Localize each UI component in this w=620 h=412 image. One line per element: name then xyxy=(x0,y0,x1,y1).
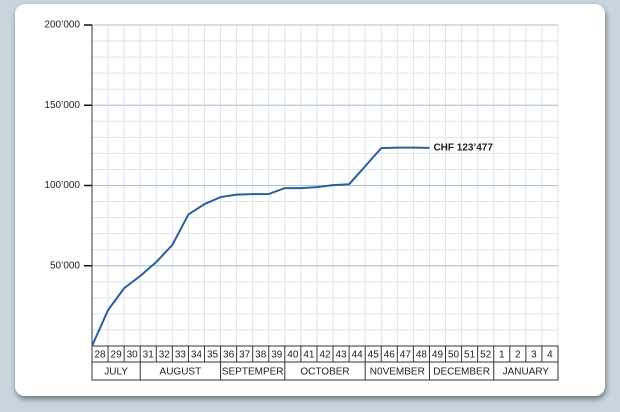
x-tick-label: 47 xyxy=(400,350,412,361)
x-tick-label: 43 xyxy=(336,350,348,361)
x-tick-label: 30 xyxy=(127,350,139,361)
x-tick-label: 49 xyxy=(432,350,444,361)
x-tick-label: 2 xyxy=(515,350,521,361)
x-tick-label: 44 xyxy=(352,350,364,361)
month-label: DECEMBER xyxy=(433,367,490,378)
month-label: SEPTEMPER xyxy=(222,367,284,378)
x-tick-label: 41 xyxy=(303,350,315,361)
y-tick-label: 200’000 xyxy=(44,20,80,31)
x-tick-label: 29 xyxy=(111,350,123,361)
x-tick-label: 34 xyxy=(191,350,203,361)
x-tick-label: 52 xyxy=(480,350,492,361)
x-tick-label: 28 xyxy=(94,350,106,361)
x-tick-label: 1 xyxy=(499,350,505,361)
x-tick-label: 36 xyxy=(223,350,235,361)
month-row xyxy=(91,361,559,381)
x-tick-label: 48 xyxy=(416,350,428,361)
x-tick-label: 3 xyxy=(531,350,537,361)
x-tick-label: 51 xyxy=(464,350,476,361)
x-tick-label: 39 xyxy=(271,350,283,361)
annotation: CHF 123’477 xyxy=(433,142,493,153)
x-tick-label: 50 xyxy=(448,350,460,361)
y-tick-label: 100’000 xyxy=(44,180,80,191)
month-label: JULY xyxy=(104,367,128,378)
month-label: JANUARY xyxy=(503,367,550,378)
x-tick-label: 35 xyxy=(207,350,219,361)
x-tick-label: 45 xyxy=(368,350,380,361)
x-tick-label: 46 xyxy=(384,350,396,361)
x-tick-label: 31 xyxy=(143,350,155,361)
x-tick-label: 32 xyxy=(159,350,171,361)
line xyxy=(91,146,430,347)
x-tick-label: 37 xyxy=(239,350,251,361)
y-tick-label: 50’000 xyxy=(50,260,80,271)
month-label: N0VEMBER xyxy=(370,367,425,378)
y-tick-label: 150’000 xyxy=(44,100,80,111)
x-tick-label: 38 xyxy=(255,350,267,361)
x-tick-label: 42 xyxy=(319,350,331,361)
x-tick-label: 33 xyxy=(175,350,187,361)
x-tick-label: 4 xyxy=(547,350,553,361)
month-label: AUGUST xyxy=(160,367,202,378)
x-tick-label: 40 xyxy=(287,350,299,361)
month-label: OCTOBER xyxy=(300,367,349,378)
